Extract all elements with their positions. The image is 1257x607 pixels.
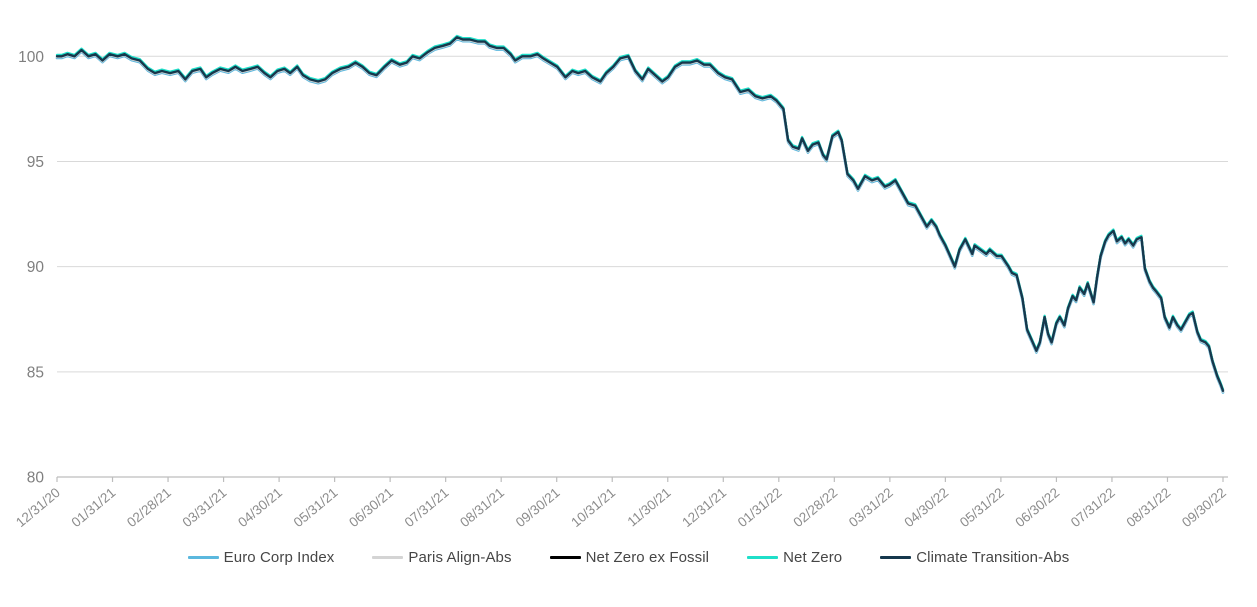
x-axis-tick-label: 08/31/22	[1123, 485, 1173, 530]
x-axis-tick-label: 02/28/21	[124, 485, 174, 530]
x-axis-tick-label: 06/30/21	[346, 485, 396, 530]
chart-legend: Euro Corp Index Paris Align-Abs Net Zero e…	[0, 549, 1257, 566]
x-axis-tick-label: 12/31/21	[679, 485, 729, 530]
y-axis-tick-label: 90	[27, 259, 45, 276]
x-axis-tick-label: 03/31/22	[846, 485, 896, 530]
legend-swatch-paris-align-abs	[372, 555, 404, 560]
legend-label-euro-corp-index: Euro Corp Index	[223, 549, 335, 566]
x-axis-tick-label: 11/30/21	[625, 485, 674, 530]
x-axis-tick-label: 02/28/22	[790, 485, 840, 530]
legend-label-climate-transition-abs: Climate Transition-Abs	[916, 549, 1070, 566]
legend-swatch-net-zero	[747, 555, 779, 560]
x-axis-tick-label: 07/31/21	[402, 485, 452, 530]
y-axis-tick-label: 95	[27, 154, 44, 171]
x-axis-tick-label: 07/31/22	[1068, 485, 1118, 530]
x-axis-tick-label: 10/31/21	[568, 485, 618, 530]
series-line-euro-corp-index	[55, 37, 1225, 394]
x-axis-tick-label: 04/30/22	[901, 485, 951, 530]
x-axis-tick-label: 03/31/21	[180, 485, 230, 530]
x-axis-tick-label: 08/31/21	[457, 485, 507, 530]
legend-item-net-zero: Net Zero	[747, 549, 842, 566]
legend-swatch-euro-corp-index	[187, 555, 219, 560]
series-line-climate-transition-abs	[55, 36, 1225, 392]
x-axis-tick-label: 12/31/20	[13, 485, 63, 530]
legend-swatch-net-zero-ex-fossil	[549, 555, 581, 560]
legend-item-climate-transition-abs: Climate Transition-Abs	[880, 549, 1069, 566]
x-axis-tick-label: 04/30/21	[235, 485, 285, 530]
legend-item-euro-corp-index: Euro Corp Index	[187, 549, 335, 566]
legend-item-paris-align-abs: Paris Align-Abs	[372, 549, 511, 566]
y-axis-tick-label: 100	[18, 49, 44, 66]
legend-swatch-climate-transition-abs	[880, 555, 912, 560]
x-axis-tick-label: 05/31/22	[957, 485, 1007, 530]
x-axis-tick-label: 05/31/21	[291, 485, 341, 530]
x-axis-tick-label: 06/30/22	[1012, 485, 1062, 530]
legend-label-net-zero: Net Zero	[783, 549, 843, 566]
legend-label-paris-align-abs: Paris Align-Abs	[408, 549, 512, 566]
x-axis-tick-label: 09/30/22	[1179, 485, 1229, 530]
x-axis-tick-label: 01/31/22	[735, 485, 785, 530]
y-axis-tick-label: 80	[27, 470, 45, 487]
legend-label-net-zero-ex-fossil: Net Zero ex Fossil	[585, 549, 710, 566]
x-axis-tick-label: 01/31/21	[69, 485, 119, 530]
legend-item-net-zero-ex-fossil: Net Zero ex Fossil	[549, 549, 710, 566]
y-axis-tick-label: 85	[27, 364, 44, 381]
x-axis-tick-label: 09/30/21	[513, 485, 563, 530]
